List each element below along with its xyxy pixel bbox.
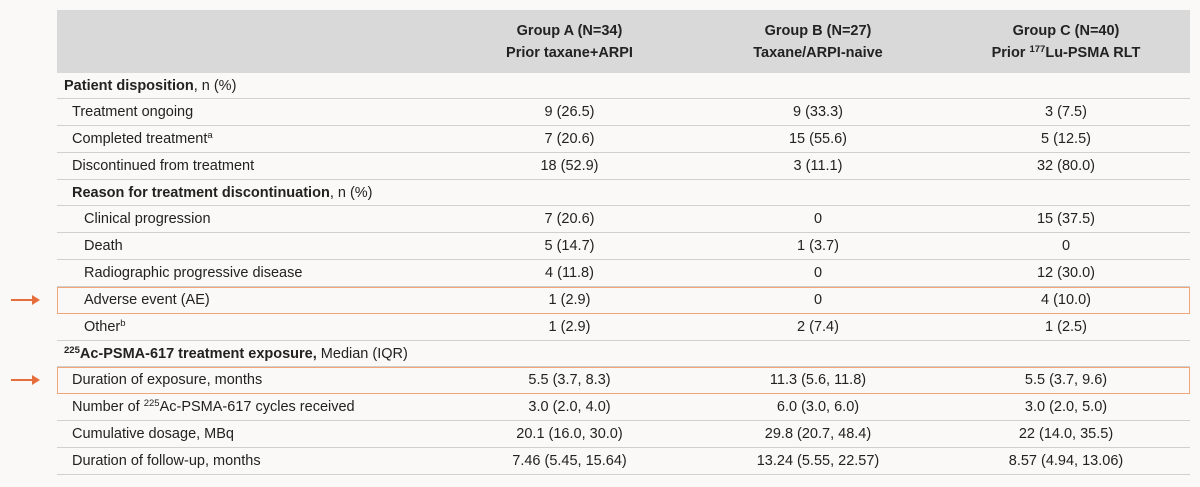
cell-group-c: 32 (80.0) [942, 152, 1190, 180]
cell-group-c: 0 [942, 232, 1190, 260]
footnote-marker: a [207, 130, 213, 141]
row-label: Other [84, 319, 121, 335]
row-label: Treatment ongoing [57, 98, 445, 126]
table-row-cycles: Number of 225Ac-PSMA-617 cycles received… [57, 393, 1190, 421]
table-row-duration: Duration of exposure, months 5.5 (3.7, 8… [57, 366, 1190, 394]
table-row-clinical: Clinical progression 7 (20.6) 0 15 (37.5… [57, 205, 1190, 233]
cell-group-c: 3 (7.5) [942, 98, 1190, 126]
row-label: Duration of exposure, months [57, 366, 445, 394]
header-row: Group A (N=34) Prior taxane+ARPI Group B… [57, 10, 1190, 73]
cell-group-a: 3.0 (2.0, 4.0) [445, 393, 694, 421]
cell-group-a: 18 (52.9) [445, 152, 694, 180]
cell-group-b: 29.8 (20.7, 48.4) [694, 420, 942, 448]
row-label: Adverse event (AE) [57, 286, 445, 314]
section-reason: Reason for treatment discontinuation, n … [57, 179, 1190, 206]
row-label: Duration of follow-up, months [57, 447, 445, 475]
section-disposition-suffix: , n (%) [193, 77, 237, 94]
cell-group-b: 3 (11.1) [694, 152, 942, 180]
cell-group-a: 20.1 (16.0, 30.0) [445, 420, 694, 448]
cell-group-b: 6.0 (3.0, 6.0) [694, 393, 942, 421]
group-c-subtitle-sup: 177 [1029, 43, 1046, 55]
cell-group-a: 7.46 (5.45, 15.64) [445, 447, 694, 475]
section-reason-title: Reason for treatment discontinuation [72, 184, 330, 201]
row-label-other: Otherb [57, 313, 445, 341]
footnote-marker: b [120, 318, 126, 329]
table-row-death: Death 5 (14.7) 1 (3.7) 0 [57, 232, 1190, 260]
cell-group-c: 4 (10.0) [942, 286, 1190, 314]
section-row-reason: Reason for treatment discontinuation, n … [57, 179, 1190, 206]
row-label: Death [57, 232, 445, 260]
table-row-radiographic: Radiographic progressive disease 4 (11.8… [57, 259, 1190, 287]
table-row-discontinued: Discontinued from treatment 18 (52.9) 3 … [57, 152, 1190, 180]
cell-group-b: 11.3 (5.6, 11.8) [694, 366, 942, 394]
cell-group-c: 5 (12.5) [942, 125, 1190, 153]
table-row-adverse-event: Adverse event (AE) 1 (2.9) 0 4 (10.0) [57, 286, 1190, 314]
cell-group-a: 1 (2.9) [445, 286, 694, 314]
row-label: Discontinued from treatment [57, 152, 445, 180]
group-c-subtitle-post: Lu-PSMA RLT [1045, 44, 1141, 61]
section-reason-suffix: , n (%) [329, 184, 373, 201]
group-c-subtitle-pre: Prior [991, 44, 1030, 61]
cell-group-c: 5.5 (3.7, 9.6) [942, 366, 1190, 394]
cell-group-c: 12 (30.0) [942, 259, 1190, 287]
row-label: Radiographic progressive disease [57, 259, 445, 287]
cell-group-c: 8.57 (4.94, 13.06) [942, 447, 1190, 475]
header-group-b: Group B (N=27) Taxane/ARPI-naive [694, 10, 942, 73]
row-label: Completed treatment [72, 131, 208, 147]
header-group-a: Group A (N=34) Prior taxane+ARPI [445, 10, 694, 73]
cell-group-b: 1 (3.7) [694, 232, 942, 260]
cell-group-c: 1 (2.5) [942, 313, 1190, 341]
cell-group-a: 5 (14.7) [445, 232, 694, 260]
row-label-pre: Number of [72, 399, 144, 415]
cell-group-a: 1 (2.9) [445, 313, 694, 341]
table-row-completed: Completed treatmenta 7 (20.6) 15 (55.6) … [57, 125, 1190, 153]
row-label-post: Ac-PSMA-617 cycles received [159, 399, 355, 415]
cell-group-b: 0 [694, 259, 942, 287]
group-a-subtitle: Prior taxane+ARPI [506, 44, 633, 61]
arrow-right-icon [11, 375, 41, 385]
section-exposure-suffix: Median (IQR) [316, 345, 408, 362]
cell-group-a: 4 (11.8) [445, 259, 694, 287]
section-disposition: Patient disposition, n (%) [57, 73, 1190, 99]
section-exposure-title: Ac-PSMA-617 treatment exposure, [79, 345, 317, 362]
cell-group-b: 13.24 (5.55, 22.57) [694, 447, 942, 475]
header-group-c: Group C (N=40) Prior 177Lu-PSMA RLT [942, 10, 1190, 73]
cell-group-a: 5.5 (3.7, 8.3) [445, 366, 694, 394]
isotope-sup: 225 [143, 398, 160, 409]
section-row-exposure: 225Ac-PSMA-617 treatment exposure, Media… [57, 340, 1190, 367]
group-b-subtitle: Taxane/ARPI-naive [753, 44, 883, 61]
cell-group-a: 9 (26.5) [445, 98, 694, 126]
group-c-subtitle: Prior 177Lu-PSMA RLT [942, 42, 1190, 64]
cell-group-b: 2 (7.4) [694, 313, 942, 341]
cell-group-b: 0 [694, 286, 942, 314]
row-label-completed: Completed treatmenta [57, 125, 445, 153]
cell-group-c: 22 (14.0, 35.5) [942, 420, 1190, 448]
section-disposition-title: Patient disposition [64, 77, 194, 94]
cell-group-b: 9 (33.3) [694, 98, 942, 126]
cell-group-c: 15 (37.5) [942, 205, 1190, 233]
cell-group-c: 3.0 (2.0, 5.0) [942, 393, 1190, 421]
table-row-ongoing: Treatment ongoing 9 (26.5) 9 (33.3) 3 (7… [57, 98, 1190, 126]
section-exposure-sup: 225 [64, 344, 80, 356]
table-row-other: Otherb 1 (2.9) 2 (7.4) 1 (2.5) [57, 313, 1190, 341]
results-table: Group A (N=34) Prior taxane+ARPI Group B… [57, 10, 1190, 475]
cell-group-a: 7 (20.6) [445, 205, 694, 233]
row-label: Cumulative dosage, MBq [57, 420, 445, 448]
table-row-dosage: Cumulative dosage, MBq 20.1 (16.0, 30.0)… [57, 420, 1190, 448]
group-c-title: Group C (N=40) [1012, 22, 1120, 39]
section-exposure: 225Ac-PSMA-617 treatment exposure, Media… [57, 340, 1190, 367]
group-a-title: Group A (N=34) [516, 22, 623, 39]
cell-group-b: 15 (55.6) [694, 125, 942, 153]
section-row-disposition: Patient disposition, n (%) [57, 73, 1190, 99]
group-b-title: Group B (N=27) [764, 22, 872, 39]
table-row-followup: Duration of follow-up, months 7.46 (5.45… [57, 447, 1190, 475]
header-blank [57, 10, 445, 73]
cell-group-a: 7 (20.6) [445, 125, 694, 153]
row-label: Clinical progression [57, 205, 445, 233]
row-label-cycles: Number of 225Ac-PSMA-617 cycles received [57, 393, 445, 421]
cell-group-b: 0 [694, 205, 942, 233]
arrow-right-icon [11, 295, 41, 305]
